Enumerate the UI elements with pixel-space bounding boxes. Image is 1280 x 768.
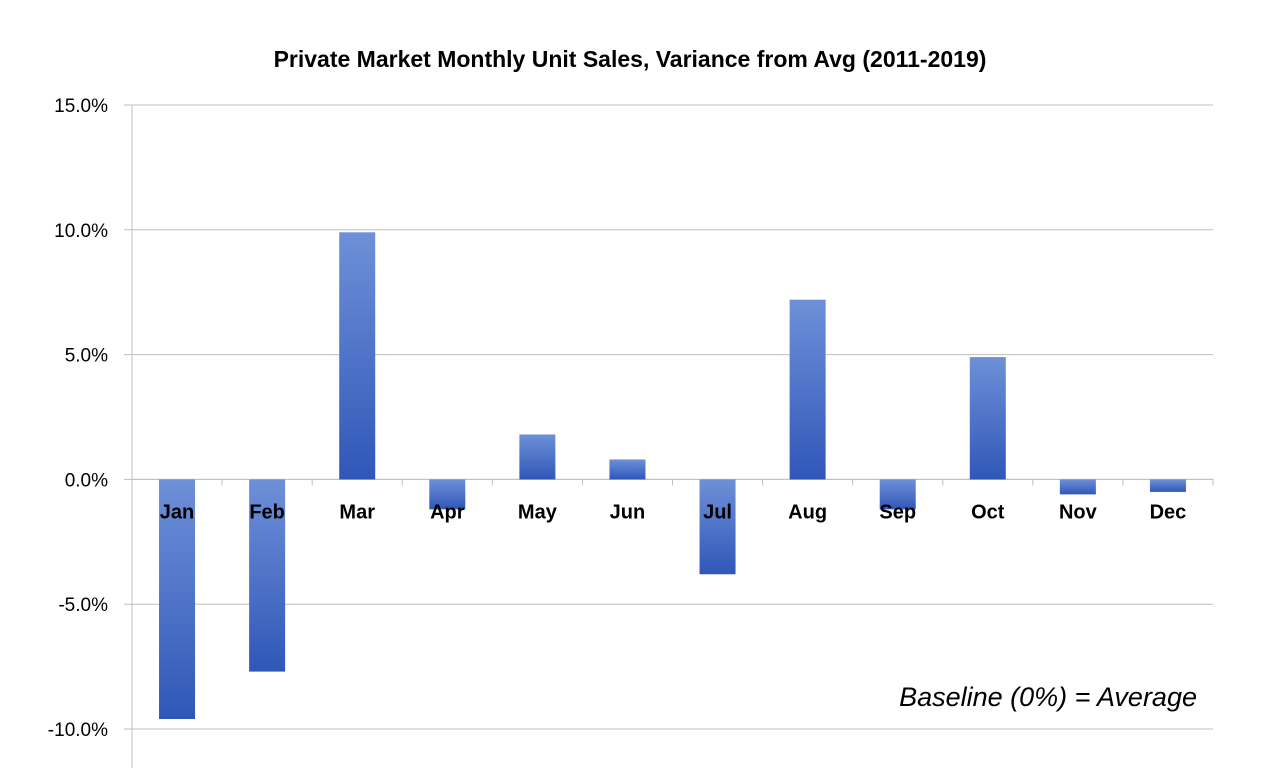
x-tick-label: Aug [788,501,827,523]
gridlines [124,104,1213,730]
y-axis-tick-labels: 15.0% 10.0% 5.0% 0.0% -5.0% -10.0% [48,96,108,741]
y-tick-label: 5.0% [65,346,108,367]
x-tick-label: Apr [430,501,465,523]
bar-feb [249,479,286,672]
x-axis-category-labels: Jan Feb Mar Apr May Jun Jul Aug Sep Oct Nov Dec [160,501,1187,523]
x-tick-label: Mar [339,501,375,523]
x-tick-label: Feb [249,501,285,523]
bar-jul [699,479,736,575]
bar-aug [789,299,826,480]
x-tick-label: Nov [1059,501,1098,523]
x-tick-label: Jul [703,501,732,523]
y-tick-label: 10.0% [54,221,108,242]
y-tick-label: -5.0% [58,595,108,616]
x-tick-label: Oct [971,501,1005,523]
chart-title: Private Market Monthly Unit Sales, Varia… [273,46,987,72]
x-tick-label: May [518,501,558,523]
bar-jan [159,479,196,720]
y-tick-label: -10.0% [48,720,108,741]
y-tick-label: 15.0% [54,96,108,117]
x-tick-label: Sep [879,501,916,523]
bar-oct [969,357,1006,480]
bar-jun [609,459,646,480]
axes [131,105,1214,768]
bars [159,232,1186,720]
x-tick-label: Jun [610,501,646,523]
baseline-annotation: Baseline (0%) = Average [899,682,1197,712]
x-tick-label: Jan [160,501,194,523]
bar-nov [1059,479,1096,495]
bar-dec [1149,479,1186,492]
bar-may [519,434,556,480]
y-tick-label: 0.0% [65,470,108,491]
bar-sep [879,479,916,510]
x-tick-label: Dec [1150,501,1187,523]
bar-mar [339,232,376,480]
bar-apr [429,479,466,510]
